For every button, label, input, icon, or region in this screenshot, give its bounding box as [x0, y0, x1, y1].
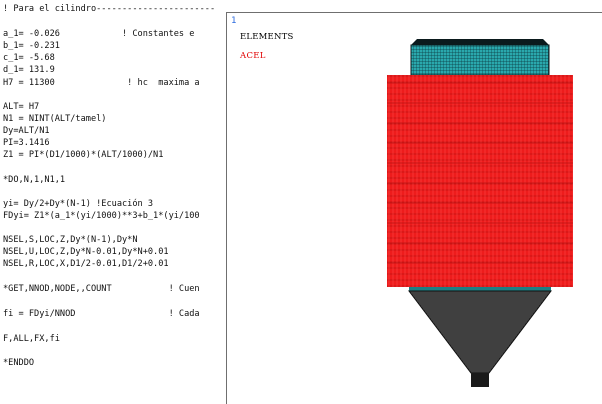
code-line: a_1= -0.026 ! Constantes e — [3, 29, 195, 39]
code-line: *GET,NNOD,NODE,,COUNT ! Cuen — [3, 284, 200, 294]
code-line: *DO,N,1,N1,1 — [3, 175, 66, 185]
code-line: Dy=ALT/N1 — [3, 126, 50, 136]
code-line: Z1 = PI*(D1/1000)*(ALT/1000)/N1 — [3, 150, 164, 160]
code-line: NSEL,R,LOC,X,D1/2-0.01,D1/2+0.01 — [3, 259, 169, 269]
code-line: N1 = NINT(ALT/tamel) — [3, 114, 107, 124]
code-line: F,ALL,FX,fi — [3, 334, 60, 344]
force-arrow-ticks — [387, 82, 573, 264]
code-line: *ENDDO — [3, 358, 35, 368]
window-number: 1 — [231, 16, 237, 26]
code-line: H7 = 11300 ! hc maxima a — [3, 78, 200, 88]
hopper-cone — [407, 290, 553, 387]
code-line: c_1= -5.68 — [3, 53, 55, 63]
code-line: b_1= -0.231 — [3, 41, 60, 51]
cylinder-top-cap — [410, 39, 550, 76]
legend-title: ELEMENTS — [240, 32, 294, 42]
code-line: yi= Dy/2+Dy*(N-1) !Ecuación 3 — [3, 199, 154, 209]
graphics-viewport[interactable]: 1 ELEMENTS ACEL — [226, 12, 602, 404]
finite-element-mesh-model — [387, 39, 573, 387]
code-line: FDyi= Z1*(a_1*(yi/1000)**3+b_1*(yi/100 — [3, 211, 200, 221]
code-line: d_1= 131.9 — [3, 65, 55, 75]
applied-force-region — [387, 75, 573, 287]
code-line: ! Para el cilindro----------------------… — [3, 4, 216, 14]
cylinder-bottom-ring — [409, 287, 551, 291]
code-line: NSEL,S,LOC,Z,Dy*(N-1),Dy*N — [3, 235, 138, 245]
code-line: NSEL,U,LOC,Z,Dy*N-0.01,Dy*N+0.01 — [3, 247, 169, 257]
legend-subtitle: ACEL — [240, 51, 266, 61]
code-line: ALT= H7 — [3, 102, 40, 112]
code-line: PI=3.1416 — [3, 138, 50, 148]
code-line: fi = FDyi/NNOD ! Cada — [3, 309, 200, 319]
